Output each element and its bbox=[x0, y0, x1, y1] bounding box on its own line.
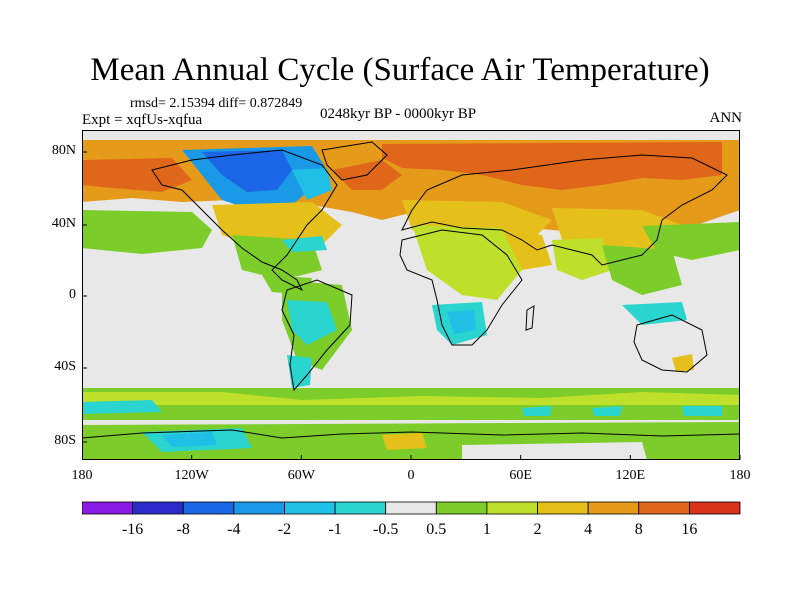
coast-australia bbox=[633, 314, 708, 373]
southern-ocean-cyan-1 bbox=[82, 400, 162, 414]
x-tick-label: 60E bbox=[509, 468, 532, 483]
colorbar: -16 -8 -4 -2 -1 -0.5 0.5 1 2 4 8 16 bbox=[82, 501, 741, 538]
colorbar-swatch bbox=[233, 501, 285, 515]
colorbar-swatch bbox=[182, 501, 235, 515]
southern-ocean-cyan-3 bbox=[592, 406, 622, 416]
colorbar-label: 1 bbox=[483, 521, 491, 538]
x-tick-label: 180 bbox=[729, 468, 751, 483]
y-axis-ticks bbox=[82, 151, 87, 443]
colorbar-swatch bbox=[385, 501, 437, 515]
coast-antarctica bbox=[82, 429, 740, 439]
colorbar-labels: -16 -8 -4 -2 -1 -0.5 0.5 1 2 4 8 16 bbox=[122, 521, 697, 538]
eurasia-dark-orange bbox=[382, 142, 722, 190]
arabia-amber bbox=[502, 230, 552, 270]
southern-ocean-cyan-2 bbox=[522, 406, 552, 416]
x-tick-label: 0 bbox=[407, 468, 415, 483]
period-label: 0248kyr BP - 0000kyr BP bbox=[320, 106, 477, 122]
colorbar-label: 16 bbox=[681, 521, 697, 538]
colorbar-swatch bbox=[486, 501, 538, 515]
colorbar-swatch bbox=[587, 501, 640, 515]
x-axis-ticks bbox=[82, 455, 741, 460]
coast-madagascar bbox=[525, 305, 535, 331]
coast-africa bbox=[399, 229, 523, 346]
anomaly-map bbox=[82, 130, 741, 460]
plot-title: Mean Annual Cycle (Surface Air Temperatu… bbox=[90, 52, 710, 88]
southern-africa-blue bbox=[447, 310, 476, 334]
africa-yellow-green bbox=[412, 225, 522, 300]
coastlines bbox=[82, 141, 740, 439]
rmsd-diff-stats: rmsd= 2.15394 diff= 0.872849 bbox=[130, 96, 303, 111]
colorbar-swatch bbox=[638, 501, 690, 515]
x-tick-label: 60W bbox=[287, 468, 315, 483]
coast-south-america bbox=[281, 279, 353, 392]
experiment-label: Expt = xqfUs-xqfua bbox=[82, 112, 203, 128]
colorbar-label: 2 bbox=[534, 521, 542, 538]
colorbar-label: -4 bbox=[227, 521, 240, 538]
antarctica-blue bbox=[162, 432, 217, 447]
colorbar-swatch bbox=[537, 501, 589, 515]
southern-ocean-yellow bbox=[82, 392, 740, 405]
season-label: ANN bbox=[709, 110, 743, 126]
coast-north-america bbox=[151, 149, 338, 292]
colorbar-label: 8 bbox=[635, 521, 643, 538]
maritime-continent-cyan bbox=[622, 302, 687, 325]
colorbar-swatch bbox=[334, 501, 387, 515]
colorbar-label: 4 bbox=[584, 521, 592, 538]
colorbar-label: -0.5 bbox=[373, 521, 398, 538]
colorbar-swatch bbox=[82, 501, 134, 515]
map-field bbox=[82, 130, 740, 460]
y-tick-label: 0 bbox=[69, 287, 76, 302]
north-pacific-green bbox=[82, 210, 212, 254]
colorbar-swatch bbox=[132, 501, 184, 515]
southern-ocean-cyan-4 bbox=[682, 406, 722, 416]
south-america-cyan bbox=[287, 300, 337, 345]
atlantic-cyan-patch bbox=[282, 236, 327, 252]
antarctica-neutral bbox=[462, 442, 647, 460]
antarctica-amber bbox=[382, 433, 427, 450]
x-tick-label: 120W bbox=[174, 468, 209, 483]
y-tick-label: 40S bbox=[54, 359, 76, 374]
southeast-asia-green bbox=[602, 245, 682, 295]
y-tick-label: 80S bbox=[54, 433, 76, 448]
patagonia-cyan bbox=[287, 355, 312, 388]
colorbar-swatch bbox=[688, 501, 741, 515]
y-tick-label: 40N bbox=[51, 216, 76, 231]
colorbar-label: 0.5 bbox=[426, 521, 446, 538]
colorbar-label: -8 bbox=[177, 521, 190, 538]
coast-eurasia bbox=[401, 154, 728, 266]
canada-deep-blue bbox=[202, 150, 292, 192]
colorbar-label: -1 bbox=[328, 521, 341, 538]
australia-amber bbox=[672, 354, 694, 372]
colorbar-swatch bbox=[284, 501, 336, 515]
colorbar-label: -16 bbox=[122, 521, 143, 538]
x-tick-label: 180 bbox=[71, 468, 93, 483]
y-tick-label: 80N bbox=[51, 143, 76, 158]
colorbar-swatches bbox=[82, 501, 741, 515]
colorbar-swatch bbox=[435, 501, 488, 515]
x-tick-label: 120E bbox=[615, 468, 646, 483]
colorbar-label: -2 bbox=[278, 521, 291, 538]
hudson-light-blue bbox=[292, 168, 332, 200]
coast-greenland bbox=[321, 141, 388, 181]
